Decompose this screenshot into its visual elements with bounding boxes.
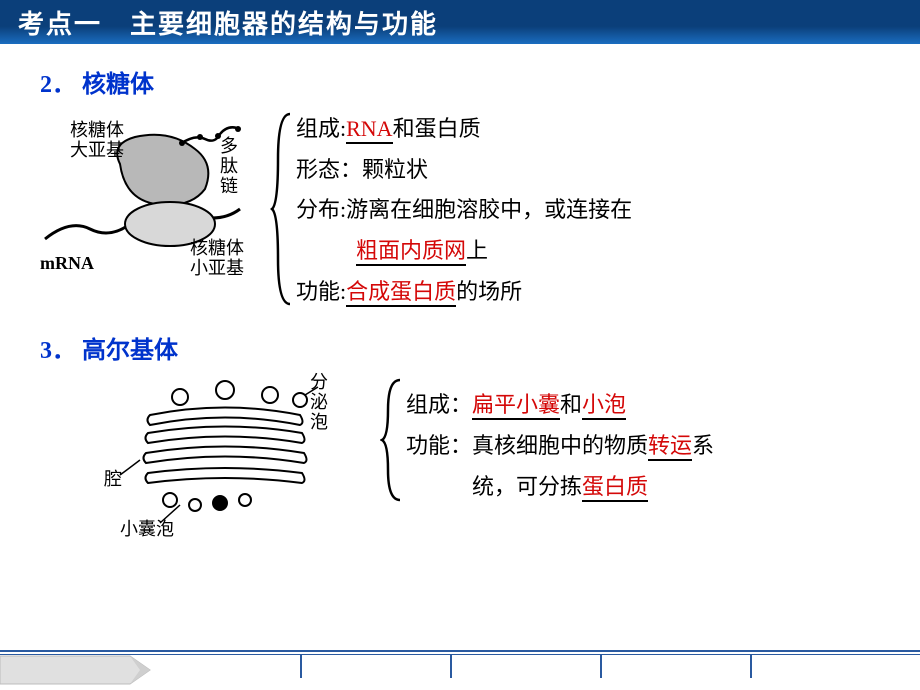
footer-arrow-icon	[0, 650, 170, 690]
section-3-row: 分泌泡 腔 小囊泡 组成：扁平小囊和小泡 功能：真核细胞中的物质转运系 统，可分…	[110, 375, 890, 540]
label-small-subunit: 核糖体 小亚基	[190, 239, 244, 279]
s2-line4: 粗面内质网上	[296, 231, 632, 272]
label-large-subunit: 核糖体 大亚基	[70, 121, 124, 161]
s3-l3-pre: 统，可分拣	[472, 474, 582, 499]
tick	[600, 654, 750, 678]
tick	[300, 654, 450, 678]
label-chain: 多 肽 链	[220, 137, 238, 196]
label-vesicle: 小囊泡	[120, 520, 174, 540]
section-3-text: 组成：扁平小囊和小泡 功能：真核细胞中的物质转运系 统，可分拣蛋白质	[406, 375, 714, 507]
brace-3	[380, 375, 406, 505]
s3-l1-mid: 和	[560, 392, 582, 417]
s2-l4-post: 上	[466, 238, 488, 263]
section-2-heading: 2．核糖体	[40, 64, 890, 99]
content-area: 2．核糖体 核糖体 大亚基 多 肽 链 核糖体 小亚基 mRNA	[0, 44, 920, 540]
s3-l3-red: 蛋白质	[582, 474, 648, 502]
tick	[450, 654, 600, 678]
s2-line5: 功能:合成蛋白质的场所	[296, 272, 632, 313]
label-secretory: 分泌泡	[310, 373, 340, 432]
label-mrna: mRNA	[40, 254, 94, 274]
section-2-row: 核糖体 大亚基 多 肽 链 核糖体 小亚基 mRNA 组成:RNA和蛋白质 形态…	[40, 109, 890, 312]
header-title: 考点一 主要细胞器的结构与功能	[18, 4, 438, 41]
section-3-heading: 3．高尔基体	[40, 330, 890, 365]
s2-l1-pre: 组成:	[296, 116, 346, 141]
s3-l1-red1: 扁平小囊	[472, 392, 560, 420]
s2-line2: 形态：颗粒状	[296, 150, 632, 191]
s2-l5-pre: 功能:	[296, 279, 346, 304]
brace-2	[270, 109, 296, 309]
section-2-num: 2．	[40, 72, 76, 98]
footer-ticks	[300, 654, 900, 684]
section-3-num: 3．	[40, 338, 76, 364]
s3-l1-red2: 小泡	[582, 392, 626, 420]
s2-l1-red: RNA	[346, 116, 392, 144]
footer-bar	[0, 650, 920, 690]
s2-l5-red: 合成蛋白质	[346, 279, 456, 307]
section-3-title: 高尔基体	[82, 338, 178, 364]
s2-line3: 分布:游离在细胞溶胶中，或连接在	[296, 190, 632, 231]
s3-line3: 统，可分拣蛋白质	[406, 467, 714, 508]
s3-l1-pre: 组成：	[406, 392, 472, 417]
header-bar: 考点一 主要细胞器的结构与功能	[0, 0, 920, 44]
s2-l5-post: 的场所	[456, 279, 522, 304]
section-2-title: 核糖体	[82, 72, 154, 98]
s2-l4-red: 粗面内质网	[356, 238, 466, 266]
section-2-text: 组成:RNA和蛋白质 形态：颗粒状 分布:游离在细胞溶胶中，或连接在 粗面内质网…	[296, 109, 632, 312]
tick	[750, 654, 900, 678]
s2-line1: 组成:RNA和蛋白质	[296, 109, 632, 150]
s3-l2-pre: 功能：真核细胞中的物质	[406, 433, 648, 458]
golgi-diagram: 分泌泡 腔 小囊泡	[110, 375, 340, 540]
s3-l2-post: 系	[692, 433, 714, 458]
s3-line1: 组成：扁平小囊和小泡	[406, 385, 714, 426]
label-cavity: 腔	[104, 470, 122, 490]
s2-l1-post: 和蛋白质	[393, 116, 481, 141]
golgi-svg	[110, 375, 340, 535]
ribosome-diagram: 核糖体 大亚基 多 肽 链 核糖体 小亚基 mRNA	[40, 109, 270, 294]
s3-l2-red: 转运	[648, 433, 692, 461]
s3-line2: 功能：真核细胞中的物质转运系	[406, 426, 714, 467]
